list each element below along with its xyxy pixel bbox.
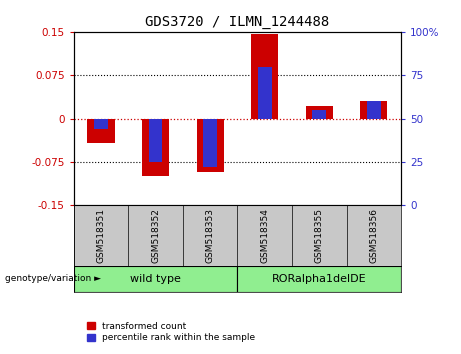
Legend: transformed count, percentile rank within the sample: transformed count, percentile rank withi…	[88, 322, 255, 342]
Bar	[313, 110, 326, 119]
Bar	[203, 119, 217, 167]
Bar	[142, 119, 169, 176]
Text: GSM518356: GSM518356	[369, 208, 378, 263]
Bar	[360, 101, 387, 119]
Text: GSM518355: GSM518355	[315, 208, 324, 263]
Bar	[196, 119, 224, 172]
Bar	[306, 106, 333, 119]
Bar	[367, 101, 381, 119]
Bar	[251, 34, 278, 119]
Text: genotype/variation ►: genotype/variation ►	[5, 274, 100, 283]
Text: RORalpha1delDE: RORalpha1delDE	[272, 274, 366, 284]
Text: wild type: wild type	[130, 274, 181, 284]
Bar	[149, 119, 162, 162]
Text: GSM518354: GSM518354	[260, 208, 269, 263]
Bar	[88, 119, 115, 143]
Text: GSM518353: GSM518353	[206, 208, 215, 263]
Bar	[74, 266, 237, 292]
Bar	[258, 67, 272, 119]
Title: GDS3720 / ILMN_1244488: GDS3720 / ILMN_1244488	[145, 16, 330, 29]
Text: GSM518352: GSM518352	[151, 208, 160, 263]
Text: GSM518351: GSM518351	[96, 208, 106, 263]
Bar	[237, 266, 401, 292]
Bar	[94, 119, 108, 129]
